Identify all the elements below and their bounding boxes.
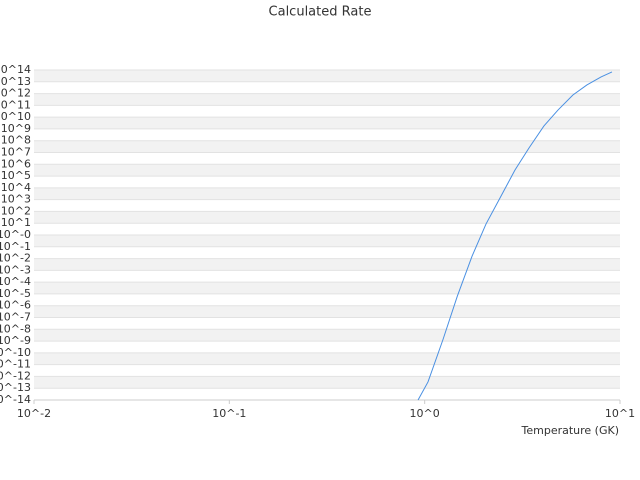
y-tick-label: 10^-8 — [0, 322, 31, 335]
grid-band — [34, 258, 620, 271]
y-tick-label: 10^9 — [1, 122, 31, 135]
grid-band — [34, 282, 620, 294]
y-tick-label: 10^-4 — [0, 275, 31, 288]
data-line — [417, 71, 613, 401]
x-tick-label: 10^-2 — [17, 407, 51, 420]
y-tick-label: 10^2 — [1, 204, 31, 217]
x-tick-label: 10^-1 — [212, 407, 246, 420]
y-tick-label: 10^11 — [0, 98, 31, 111]
x-tick-label: 10^0 — [410, 407, 440, 420]
y-tick-label: 10^-9 — [0, 334, 31, 347]
y-tick-label: 10^14 — [0, 63, 31, 76]
grid-band — [34, 376, 620, 389]
y-tick-label: 10^-2 — [0, 252, 31, 265]
grid-band — [34, 140, 620, 153]
y-tick-label: 10^6 — [1, 157, 31, 170]
chart-title: Calculated Rate — [269, 5, 372, 20]
y-tick-label: 10^3 — [1, 193, 31, 206]
y-tick-label: 10^-6 — [0, 299, 31, 312]
grid-band — [34, 235, 620, 247]
x-tick-label: 10^1 — [605, 407, 635, 420]
y-tick-label: 10^12 — [0, 87, 31, 100]
y-tick-label: 10^-12 — [0, 369, 31, 382]
grid-band — [34, 164, 620, 177]
y-tick-label: 10^-14 — [0, 393, 31, 406]
grid-band — [34, 70, 620, 82]
y-tick-label: 10^1 — [1, 216, 31, 229]
y-tick-label: 10^-11 — [0, 358, 31, 371]
y-tick-label: 10^-13 — [0, 381, 31, 394]
grid-band — [34, 352, 620, 365]
y-tick-label: 10^7 — [1, 146, 31, 159]
y-tick-label: 10^4 — [1, 181, 31, 194]
y-tick-label: 10^-10 — [0, 346, 31, 359]
y-tick-label: 10^13 — [0, 75, 31, 88]
grid-band — [34, 329, 620, 342]
y-tick-label: 10^10 — [0, 110, 31, 123]
grid-band — [34, 117, 620, 129]
grid-band — [34, 93, 620, 106]
y-tick-label: 10^-7 — [0, 311, 31, 324]
y-tick-label: 10^8 — [1, 134, 31, 147]
y-tick-label: 10^5 — [1, 169, 31, 182]
y-tick-label: 10^-1 — [0, 240, 31, 253]
x-axis-label: Temperature (GK) — [521, 424, 620, 437]
y-tick-label: 10^-0 — [0, 228, 31, 241]
grid-band — [34, 211, 620, 224]
y-tick-label: 10^-5 — [0, 287, 31, 300]
grid-band — [34, 305, 620, 318]
grid-band — [34, 187, 620, 200]
y-tick-label: 10^-3 — [0, 263, 31, 276]
